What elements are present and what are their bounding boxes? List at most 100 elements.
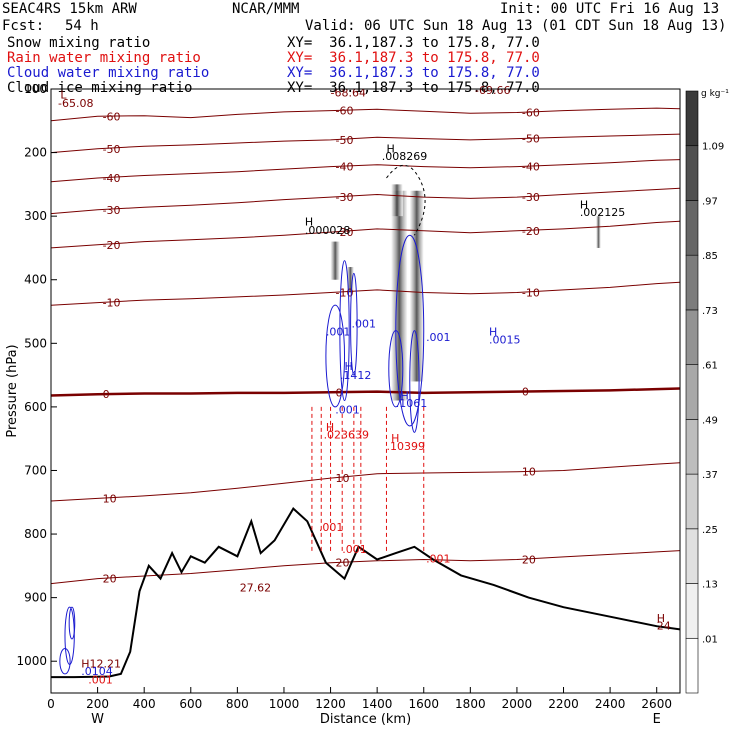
cloud-water-contour [68, 606, 76, 640]
annotation-label: .000028 [305, 224, 351, 237]
cloud-water-contour [350, 272, 358, 376]
contour-label: 20 [336, 557, 350, 570]
field-name: Cloud water mixing ratio [7, 65, 210, 81]
x-tick-label: 1000 [269, 697, 300, 711]
annotation-label: H [391, 432, 399, 445]
fcst-label: Fcst: [2, 18, 45, 34]
cloud-water-contour [409, 330, 420, 433]
colorbar-label: .97 [702, 196, 718, 207]
colorbar-swatch [685, 200, 699, 256]
annotation-label: H [657, 612, 665, 625]
annotation-label: .001 [326, 326, 351, 339]
cloud-water-contour [325, 304, 346, 408]
annotation-label: H [400, 389, 408, 402]
field-xy: XY= 36.1,187.3 to 175.8, 77.0 [287, 35, 540, 51]
annotation-label: .0015 [489, 333, 520, 346]
annotation-label: .0104 [81, 665, 113, 678]
colorbar: .01 .13 .25 .37 .49 .61 .73 .85 .97 1.09 g kg⁻¹ [685, 89, 729, 694]
temperature-contour [50, 281, 681, 306]
snow-shading [330, 241, 340, 280]
cloud-ice-contour [386, 164, 426, 236]
annotation-label: -69.66 [475, 84, 510, 97]
x-tick-label: 2000 [502, 697, 533, 711]
annotation-label: H12.21 [81, 658, 121, 671]
contour-label: 10 [522, 466, 536, 479]
annotation-label: .1061 [396, 397, 428, 410]
y-axis-label: Pressure (hPa) [5, 344, 20, 437]
annotation-label: .001 [342, 543, 367, 556]
temperature-contour [50, 159, 681, 183]
header: SEAC4RS 15km ARW NCAR/MMM Init: 00 UTC F… [0, 0, 740, 100]
colorbar-swatch [685, 90, 699, 147]
terrain-line [51, 507, 681, 679]
colorbar-label: 1.09 [702, 142, 724, 153]
temperature-contours: -60 -60 -60 -50 -50 -50 -40 -40 -40 -30 -30 -30 -20 -… [50, 105, 681, 586]
x-tick-label: 200 [86, 697, 109, 711]
cloud-water-contour [339, 260, 350, 402]
colorbar-swatch [685, 583, 699, 639]
colorbar-label: .25 [702, 525, 718, 536]
annotation-label: -65.08 [58, 97, 93, 110]
cloud-water-contour [59, 647, 71, 675]
x-tick-label: 1800 [455, 697, 486, 711]
x-tick-label: 800 [226, 697, 249, 711]
annotation-label: H [386, 143, 394, 156]
contour-label: 20 [522, 553, 536, 566]
x-tick-label: 400 [133, 697, 156, 711]
annotation-label: -68.64 [331, 87, 366, 100]
field-xy: XY= 36.1,187.3 to 175.8, 77.0 [287, 65, 540, 81]
colorbar-unit: g kg⁻¹ [701, 89, 729, 99]
temperature-contour [50, 133, 681, 154]
colorbar-label: .37 [702, 470, 718, 481]
x-tick-label: 1200 [315, 697, 346, 711]
valid-time: Valid: 06 UTC Sun 18 Aug 13 (01 CDT Sun … [305, 18, 727, 34]
field-name: Rain water mixing ratio [7, 50, 201, 66]
cloud-contours [59, 164, 426, 675]
y-tick-label: 600 [24, 400, 47, 414]
annotation-label: H [580, 199, 588, 212]
x-tick-label: 2200 [548, 697, 579, 711]
x-tick-label: 0 [47, 697, 55, 711]
x-axis-label: Distance (km) [320, 712, 411, 727]
annotation-label: .023639 [324, 429, 370, 442]
contour-label: 0 [336, 386, 343, 399]
contour-label: -50 [522, 133, 540, 146]
annotation-label: H [345, 360, 353, 373]
y-tick-label: 400 [24, 273, 47, 287]
temperature-contour [50, 220, 681, 249]
y-tick-label: 500 [24, 336, 47, 350]
axes: 0 200 400 600 800 1000 1200 1400 1600 1800 2000 220… [5, 82, 681, 727]
contour-label: 0 [103, 388, 110, 401]
field-xy: XY= 36.1,187.3 to 175.8, 77.0 [287, 80, 540, 96]
model-title: SEAC4RS 15km ARW [2, 1, 137, 17]
org-label: NCAR/MMM [232, 1, 300, 17]
plot-frame [50, 88, 681, 694]
contour-label: -60 [522, 107, 540, 120]
annotation-label: H [305, 216, 313, 229]
annotation-label: .001 [352, 317, 377, 330]
annotation-label: .008269 [382, 150, 428, 163]
field-name: Cloud ice mixing ratio [7, 80, 193, 96]
annotation-label: H [326, 421, 334, 434]
annotation-label: .001 [426, 331, 451, 344]
contour-label: -10 [522, 286, 540, 299]
terrain-line [51, 507, 681, 679]
annotation-label: .001 [426, 553, 451, 566]
y-tick-label: 1000 [16, 654, 47, 668]
cloud-water-contour [388, 330, 404, 408]
temperature-contour [50, 107, 681, 122]
annotation-label: L [60, 89, 67, 102]
annotation-label: .001 [319, 521, 344, 534]
field-name: Snow mixing ratio [7, 35, 151, 51]
colorbar-swatch [685, 145, 699, 201]
colorbar-label: .13 [702, 580, 718, 591]
y-tick-label: 200 [24, 146, 47, 160]
contour-label: 20 [103, 573, 117, 586]
contour-label: -30 [103, 204, 121, 217]
contour-label: -30 [522, 191, 540, 204]
temperature-contour [50, 187, 681, 215]
contour-label: -10 [103, 297, 121, 310]
contour-label: 0 [522, 386, 529, 399]
snow-shading [391, 190, 408, 401]
annotation-label: .1412 [340, 369, 372, 382]
